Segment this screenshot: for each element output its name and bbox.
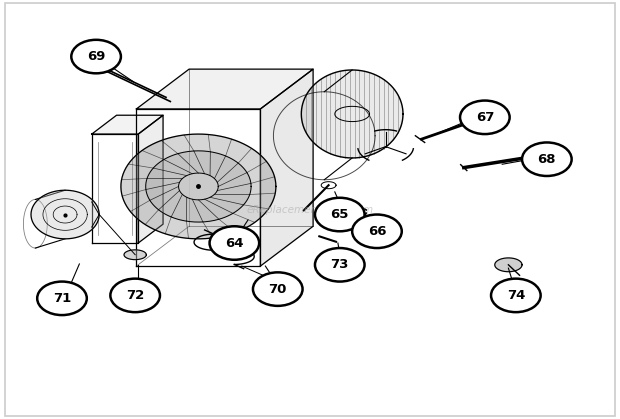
Polygon shape (31, 190, 99, 239)
Polygon shape (136, 69, 313, 109)
Circle shape (37, 282, 87, 315)
Polygon shape (121, 134, 276, 239)
Polygon shape (260, 69, 313, 266)
Polygon shape (138, 115, 163, 243)
Circle shape (315, 248, 365, 282)
Circle shape (522, 142, 572, 176)
Text: 68: 68 (538, 153, 556, 166)
Circle shape (210, 226, 259, 260)
Text: 71: 71 (53, 292, 71, 305)
Polygon shape (92, 115, 163, 134)
Polygon shape (146, 151, 251, 222)
Circle shape (253, 272, 303, 306)
Circle shape (315, 198, 365, 231)
Text: 64: 64 (225, 236, 244, 250)
Circle shape (110, 279, 160, 312)
Circle shape (491, 279, 541, 312)
Circle shape (352, 215, 402, 248)
Text: 69: 69 (87, 50, 105, 63)
Text: 66: 66 (368, 225, 386, 238)
Circle shape (460, 101, 510, 134)
Circle shape (71, 40, 121, 73)
Text: 70: 70 (268, 282, 287, 296)
Text: 73: 73 (330, 258, 349, 272)
Polygon shape (179, 173, 218, 200)
Text: 65: 65 (330, 208, 349, 221)
Text: 72: 72 (126, 289, 144, 302)
Text: 67: 67 (476, 111, 494, 124)
Polygon shape (124, 250, 146, 260)
Polygon shape (495, 258, 522, 272)
Polygon shape (301, 70, 403, 158)
Text: eReplacementParts.com: eReplacementParts.com (246, 204, 374, 215)
Text: 74: 74 (507, 289, 525, 302)
